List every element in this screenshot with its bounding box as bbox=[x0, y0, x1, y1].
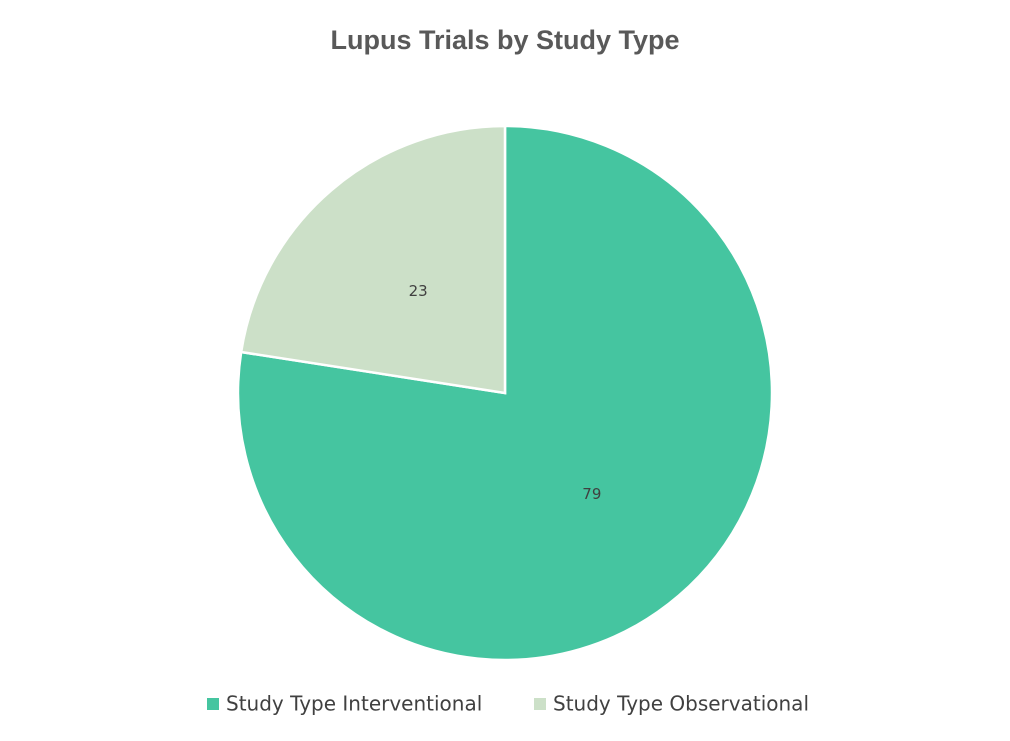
chart-title: Lupus Trials by Study Type bbox=[330, 25, 679, 55]
pie-slice bbox=[239, 124, 507, 395]
legend-label: Study Type Observational bbox=[553, 692, 809, 716]
legend-swatch bbox=[534, 698, 546, 710]
data-label: 23 bbox=[409, 282, 428, 300]
legend-label: Study Type Interventional bbox=[226, 692, 482, 716]
data-label: 79 bbox=[582, 485, 601, 503]
legend-swatch bbox=[207, 698, 219, 710]
